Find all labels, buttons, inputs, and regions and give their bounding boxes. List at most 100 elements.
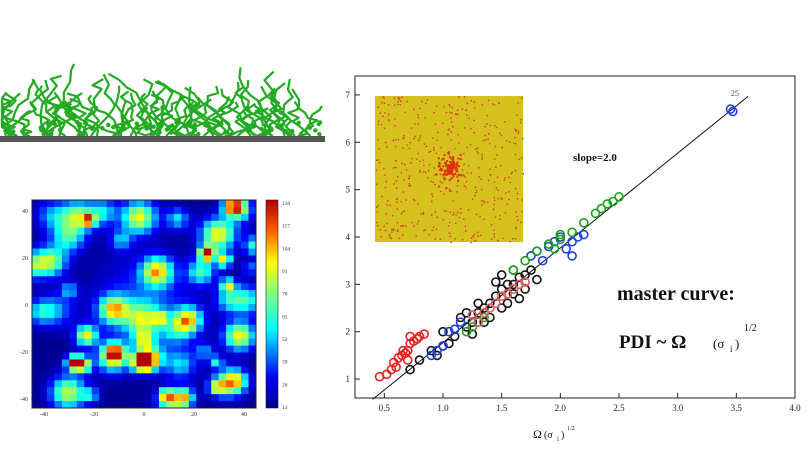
inset-dot (466, 102, 468, 105)
heatmap-cell (218, 206, 227, 215)
heatmap-cell (233, 359, 242, 367)
heatmap-cell (166, 345, 175, 353)
heatmap-cell (173, 255, 182, 263)
inset-dot (463, 152, 465, 155)
inset-dot (498, 102, 501, 105)
heatmap-cell (166, 387, 175, 395)
inset-dot (402, 147, 404, 149)
inset-dot (423, 171, 425, 173)
inset-dot (472, 235, 474, 237)
heatmap-cell (129, 262, 137, 270)
heatmap-cell (151, 338, 160, 346)
heatmap-cell (144, 345, 152, 353)
scatter-points (374, 104, 738, 382)
inset-dot (439, 190, 442, 193)
inset-dot (400, 100, 402, 102)
heatmap-cell (69, 387, 78, 395)
heatmap-cell (196, 401, 205, 409)
heatmap-cell (203, 373, 212, 381)
heatmap-cell (84, 206, 93, 215)
heatmap-cell (241, 352, 249, 360)
heatmap-cell (84, 338, 93, 346)
monomer-bead (192, 126, 197, 131)
inset-dot (438, 185, 441, 188)
data-point (520, 270, 530, 280)
heatmap-cell (241, 401, 249, 409)
inset-dot (464, 225, 466, 228)
heatmap-cell (106, 310, 115, 319)
heatmap-cell (211, 283, 219, 291)
data-point (391, 362, 401, 373)
heatmap-cell (114, 200, 122, 208)
heatmap-cell (69, 345, 78, 353)
data-point (567, 236, 577, 247)
heatmap-cell (129, 200, 137, 208)
inset-dot (436, 139, 438, 141)
inset-dot (494, 216, 497, 218)
monomer-bead (157, 121, 162, 127)
heatmap-cell (54, 380, 63, 388)
inset-dot (455, 113, 457, 115)
heatmap-cell (114, 220, 122, 229)
heatmap-cell (158, 373, 167, 381)
heatmap-cell (129, 297, 137, 305)
inset-dot (478, 176, 480, 178)
inset-dot (446, 171, 449, 174)
monomer-bead (106, 122, 111, 128)
heatmap-cell (248, 394, 257, 402)
heatmap-cell (136, 366, 145, 374)
heatmap-cell (166, 200, 175, 208)
inset-dot (516, 192, 519, 195)
inset-dot (448, 190, 451, 192)
data-point (491, 298, 501, 309)
inset-dot (394, 118, 396, 120)
heatmap-cell (54, 345, 63, 353)
heatmap-cell (188, 380, 197, 388)
heatmap-cell (46, 373, 55, 381)
data-point (479, 303, 489, 313)
heatmap-cell (99, 276, 107, 284)
heatmap-cell (106, 276, 115, 284)
inset-dot (520, 119, 522, 121)
monomer-bead (75, 119, 80, 125)
inset-dot (449, 111, 451, 114)
heatmap-cell (188, 324, 197, 333)
inset-dot (395, 187, 398, 189)
inset-dot (496, 154, 498, 156)
heatmap-cell (129, 401, 137, 409)
heatmap-cell (233, 304, 242, 312)
heatmap-cell (136, 234, 145, 242)
inset-dot (442, 173, 445, 176)
inset-dot (458, 96, 460, 98)
heatmap-cell (46, 394, 55, 402)
heatmap-cell (32, 200, 40, 208)
inset-dot (493, 229, 495, 231)
heatmap-cell (121, 317, 130, 326)
inset-dot (395, 180, 398, 182)
heatmap-cell (136, 206, 145, 215)
inset-dot (491, 238, 493, 240)
inset-dot (452, 126, 454, 128)
heatmap-cell (99, 324, 107, 333)
data-point (579, 229, 589, 240)
heatmap-cell (99, 234, 107, 242)
heatmap-cell (76, 387, 85, 395)
heatmap-cell (151, 366, 160, 374)
heatmap-cell (226, 290, 234, 298)
heatmap-cell (76, 359, 85, 367)
inset-dot (481, 153, 483, 156)
heatmap-cell (99, 297, 107, 305)
heatmap-cell (39, 345, 48, 353)
heatmap-cell (144, 213, 152, 222)
inset-dot (422, 213, 424, 215)
heatmap-cell (76, 262, 85, 270)
inset-dot (515, 226, 517, 228)
heatmap-cell (91, 373, 100, 381)
heatmap-cell (84, 359, 93, 367)
data-point (398, 345, 408, 356)
inset-dot (452, 176, 455, 178)
heatmap-cell (144, 324, 152, 333)
inset-dot (508, 176, 510, 179)
inset-dot (456, 164, 459, 167)
heatmap-cell (76, 276, 85, 284)
